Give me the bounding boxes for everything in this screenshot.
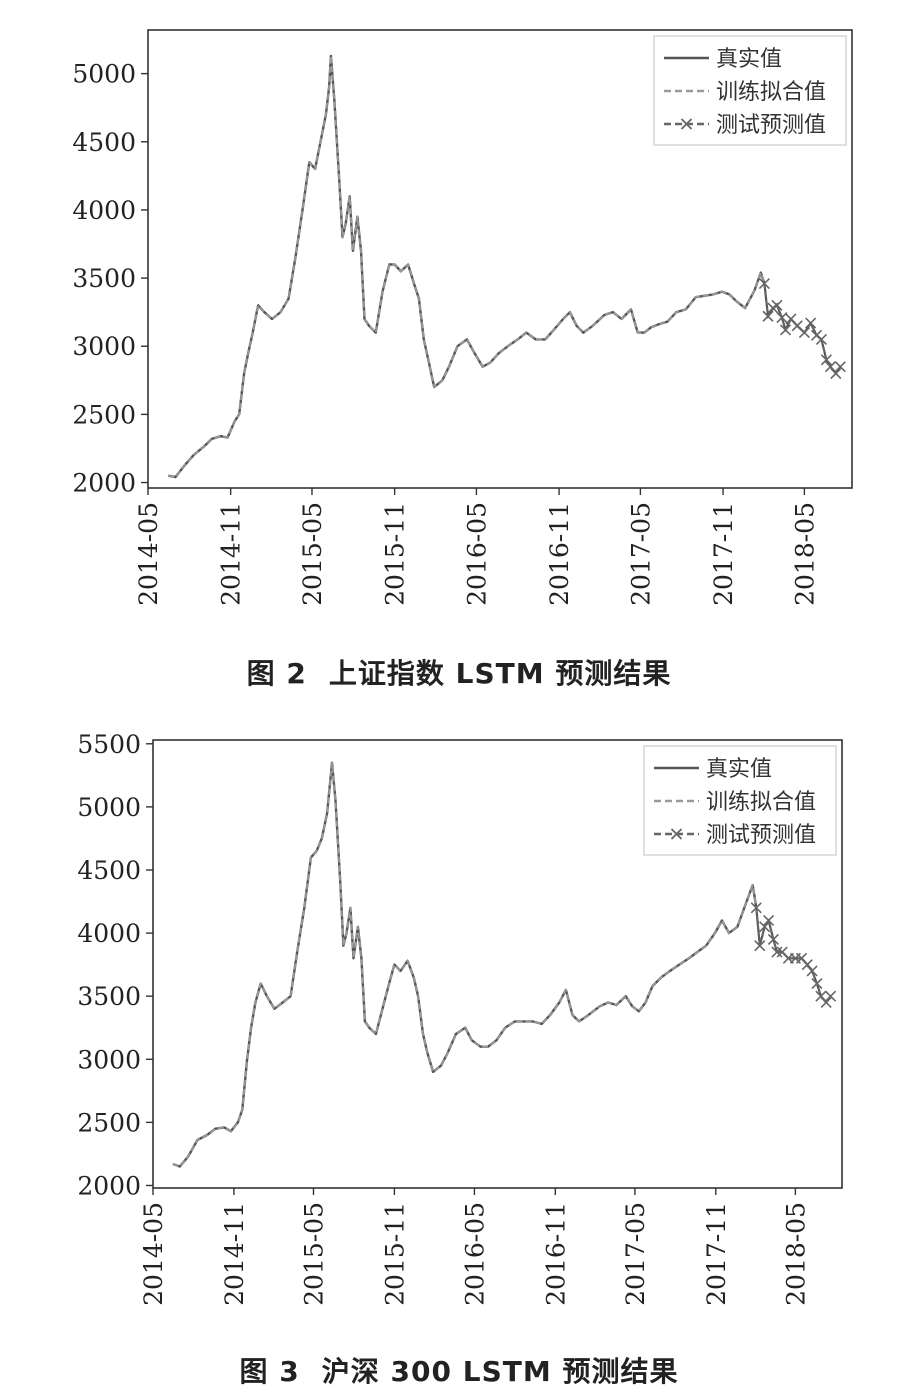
series-test-prediction-line [755, 907, 832, 1004]
x-tick-label: 2014-05 [139, 1202, 168, 1306]
x-tick-label: 2015-11 [380, 1202, 409, 1306]
legend-marker [670, 828, 683, 840]
test-prediction-marker [830, 367, 842, 380]
test-prediction-marker [763, 914, 775, 927]
x-tick-label: 2014-11 [220, 1202, 249, 1306]
y-tick-label: 3000 [72, 332, 136, 361]
series-train-fit-line [168, 55, 766, 478]
x-tick-label: 2015-05 [299, 1202, 328, 1306]
legend-label: 训练拟合值 [706, 790, 816, 815]
test-prediction-marker [834, 361, 846, 373]
x-tick-label: 2015-05 [298, 502, 327, 606]
caption-title: 上证指数 LSTM 预测结果 [328, 657, 672, 690]
test-prediction-marker [806, 965, 818, 977]
test-prediction-marker [824, 361, 837, 373]
x-tick-label: 2017-05 [626, 502, 655, 606]
x-tick-label: 2017-05 [621, 1202, 650, 1306]
y-tick-label: 4500 [77, 856, 141, 885]
figure-3: 2000 2500 3000 3500 4000 4500 5000 5500 2014-05 2… [0, 700, 918, 1398]
test-prediction-marker [771, 299, 783, 311]
plot-frame [152, 739, 843, 1189]
test-prediction-marker [771, 946, 783, 958]
y-tick-label: 4500 [72, 128, 136, 157]
test-prediction-marker [805, 317, 817, 329]
caption-label: 图 2 [246, 657, 307, 690]
y-tick-label: 3500 [77, 982, 141, 1011]
y-tick-label: 4000 [72, 196, 136, 225]
test-prediction-marker [820, 996, 832, 1009]
plot-frame [147, 29, 853, 489]
test-prediction-marker [750, 902, 762, 914]
y-tick-label: 4000 [77, 919, 141, 948]
x-tick-label: 2017-11 [702, 1202, 731, 1306]
legend-label: 测试预测值 [716, 113, 826, 138]
caption-title: 沪深 300 LSTM 预测结果 [321, 1355, 679, 1388]
test-prediction-marker [811, 977, 823, 990]
test-prediction-marker [825, 990, 837, 1002]
test-prediction-marker [776, 312, 788, 324]
test-prediction-marker [754, 940, 766, 952]
x-tick-label: 2017-11 [709, 502, 738, 606]
test-prediction-marker [758, 277, 770, 290]
series-train-fit-line [172, 761, 758, 1168]
legend-label: 真实值 [716, 47, 782, 72]
test-prediction-marker [801, 959, 813, 971]
test-prediction-marker [798, 327, 810, 339]
chart-shanghai-index: 2000 2500 3000 3500 4000 4500 5000 2014-05 2014-… [72, 29, 853, 606]
x-tick-label: 2014-11 [217, 502, 246, 606]
x-tick-label: 2016-11 [545, 502, 574, 606]
test-prediction-marker [762, 310, 774, 322]
test-prediction-marker [759, 921, 771, 933]
figure-caption: 图 3 沪深 300 LSTM 预测结果 [0, 1350, 918, 1390]
x-tick-label: 2016-11 [541, 1202, 570, 1306]
test-prediction-marker [815, 333, 828, 345]
y-tick-label: 5000 [77, 793, 141, 822]
y-tick-label: 2000 [77, 1171, 141, 1200]
test-prediction-marker [779, 324, 792, 336]
y-tick-label: 5000 [72, 60, 136, 89]
x-tick-label: 2018-05 [781, 1202, 810, 1306]
y-tick-label: 5500 [77, 730, 141, 759]
caption-label: 图 3 [239, 1355, 300, 1388]
legend-label: 训练拟合值 [716, 80, 826, 105]
test-prediction-marker [767, 933, 779, 945]
figure-2: 2000 2500 3000 3500 4000 4500 5000 2014-05 2014-… [0, 29, 918, 692]
series-actual-test-line [763, 283, 842, 375]
legend-marker [680, 118, 693, 130]
legend-label: 测试预测值 [706, 823, 816, 848]
y-tick-label: 3500 [72, 264, 136, 293]
x-tick-label: 2018-05 [790, 502, 819, 606]
series-test-prediction-line [763, 283, 842, 376]
test-prediction-marker [820, 354, 832, 366]
legend-box [653, 35, 847, 146]
x-tick-label: 2016-05 [462, 502, 491, 606]
figure-caption: 图 2 上证指数 LSTM 预测结果 [0, 652, 918, 692]
y-tick-label: 3000 [77, 1045, 141, 1074]
chart-csi300-index: 2000 2500 3000 3500 4000 4500 5000 5500 2014-05 2… [77, 730, 843, 1306]
x-tick-label: 2016-05 [460, 1202, 489, 1306]
legend-label: 真实值 [706, 757, 772, 782]
y-tick-label: 2500 [72, 400, 136, 429]
y-tick-label: 2000 [72, 469, 136, 498]
x-tick-label: 2015-11 [381, 502, 410, 606]
y-tick-label: 2500 [77, 1108, 141, 1137]
x-tick-label: 2014-05 [134, 502, 163, 606]
